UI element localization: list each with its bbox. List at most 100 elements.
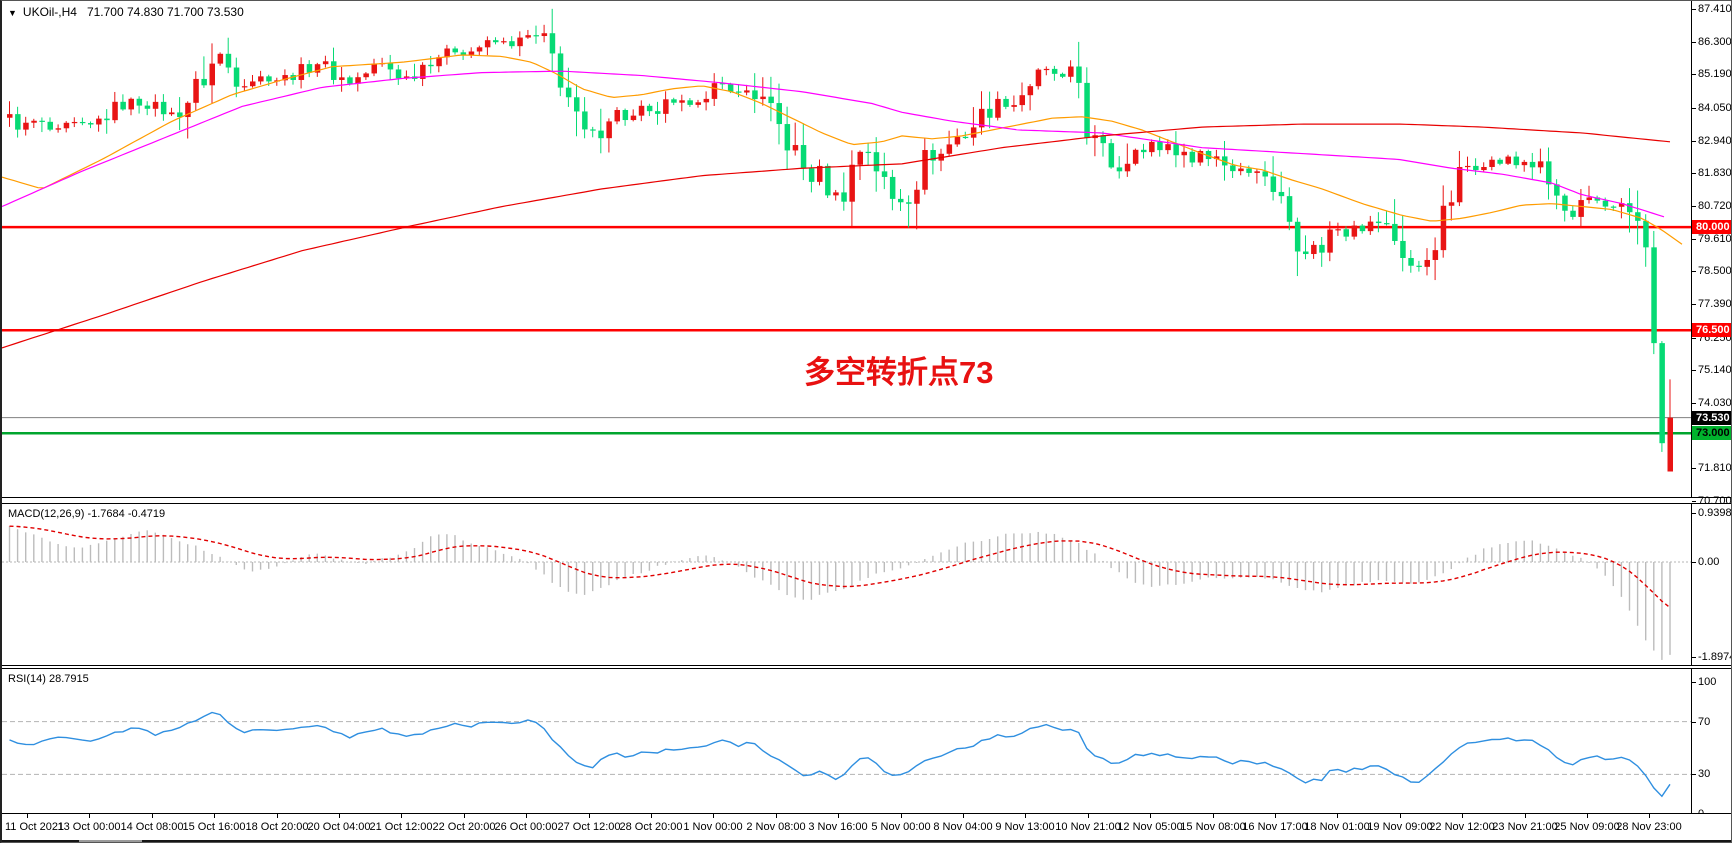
candlestick xyxy=(695,102,701,105)
time-tick-label: 13 Oct 00:00 xyxy=(57,821,121,833)
candlestick xyxy=(1562,195,1568,211)
candlestick xyxy=(1570,210,1576,217)
candlestick xyxy=(1513,156,1520,166)
candlestick xyxy=(1303,251,1309,255)
candlestick xyxy=(23,122,29,130)
candlestick xyxy=(331,61,337,80)
price-badge-76.500[interactable]: 76.500 xyxy=(1692,323,1731,337)
macd-axis-top: 0.9398 xyxy=(1698,507,1732,519)
candlestick xyxy=(1610,206,1617,208)
price-badge-73.530[interactable]: 73.530 xyxy=(1692,411,1731,425)
price-tick-label: 80.720 xyxy=(1698,200,1732,212)
candlestick xyxy=(484,40,491,48)
candlestick xyxy=(679,100,685,103)
candlestick xyxy=(1465,165,1471,168)
candlestick xyxy=(590,129,596,131)
candlestick xyxy=(1068,66,1074,77)
candlestick xyxy=(655,111,661,114)
candlestick xyxy=(79,121,86,124)
candlestick xyxy=(987,108,993,118)
candlestick xyxy=(128,98,134,110)
time-tick-label: 19 Nov 09:00 xyxy=(1367,821,1433,833)
time-axis-tick xyxy=(901,814,902,818)
candlestick xyxy=(1473,165,1479,171)
candlestick xyxy=(1367,221,1374,232)
candlestick xyxy=(825,165,831,196)
time-tick-label: 27 Oct 12:00 xyxy=(557,821,621,833)
candlestick xyxy=(954,136,961,145)
candlestick xyxy=(889,176,896,199)
candlestick xyxy=(1294,221,1301,252)
fast-ma-line xyxy=(2,54,1683,245)
candlestick xyxy=(800,145,807,169)
candlestick xyxy=(1424,259,1430,267)
axis-tick xyxy=(1692,206,1696,207)
axis-tick xyxy=(1692,774,1696,775)
time-tick-label: 28 Nov 23:00 xyxy=(1616,821,1682,833)
candlestick xyxy=(209,63,215,86)
candlestick xyxy=(1181,151,1187,156)
candlestick xyxy=(1246,168,1252,173)
price-badge-80.000[interactable]: 80.000 xyxy=(1692,220,1731,234)
candlestick xyxy=(711,83,718,99)
candlestick xyxy=(31,120,37,123)
candlestick xyxy=(719,83,726,85)
candlestick xyxy=(152,101,159,109)
candlestick xyxy=(663,99,669,114)
candlestick xyxy=(687,100,693,105)
rsi-axis: 10070300 xyxy=(1691,669,1731,820)
candlestick xyxy=(979,108,985,128)
candlestick xyxy=(241,86,248,88)
time-tick-label: 11 Oct 2021 xyxy=(5,821,65,833)
candlestick xyxy=(582,111,588,130)
time-axis-tick xyxy=(713,814,714,818)
axis-tick xyxy=(1692,562,1696,563)
price-badge-73.000[interactable]: 73.000 xyxy=(1692,426,1731,440)
candlestick xyxy=(792,145,799,151)
candlestick xyxy=(962,136,969,139)
candlestick xyxy=(671,99,677,103)
time-axis-tick xyxy=(1150,814,1151,818)
time-axis-tick xyxy=(651,814,652,818)
candlestick xyxy=(606,121,612,139)
candlestick xyxy=(1602,200,1609,207)
time-tick-label: 18 Nov 01:00 xyxy=(1304,821,1370,833)
candlestick xyxy=(1359,225,1366,232)
candlestick xyxy=(104,118,110,121)
price-tick-label: 84.050 xyxy=(1698,102,1732,114)
scrollbar-thumb[interactable] xyxy=(79,840,142,842)
candlestick xyxy=(1627,203,1633,213)
candlestick xyxy=(1043,68,1050,71)
horizontal-scrollbar[interactable] xyxy=(2,840,1731,842)
candlestick xyxy=(1254,171,1260,173)
candlestick xyxy=(1011,105,1017,107)
time-tick-label: 23 Nov 21:00 xyxy=(1492,821,1558,833)
candlestick xyxy=(185,102,191,118)
price-tick-label: 77.390 xyxy=(1698,298,1732,310)
slow-ma-line xyxy=(2,123,1671,349)
candlestick xyxy=(1165,144,1171,151)
rsi-line xyxy=(9,711,1671,798)
candlestick xyxy=(96,118,102,125)
candlestick xyxy=(1132,149,1139,164)
candlestick xyxy=(914,189,920,204)
time-axis-tick xyxy=(1088,814,1089,818)
axis-tick xyxy=(1692,403,1696,404)
time-tick-label: 16 Nov 17:00 xyxy=(1242,821,1308,833)
time-axis-tick xyxy=(464,814,465,818)
candlestick xyxy=(1286,196,1293,222)
candlestick xyxy=(646,105,653,112)
price-tick-label: 78.500 xyxy=(1698,265,1732,277)
candlestick xyxy=(1205,151,1212,160)
candlestick xyxy=(841,192,847,202)
candlestick xyxy=(533,35,539,37)
candlestick xyxy=(744,90,750,93)
candlestick xyxy=(808,168,815,182)
candlestick xyxy=(881,171,888,177)
symbol-dropdown-icon[interactable]: ▼ xyxy=(8,8,17,18)
candlestick xyxy=(784,124,791,151)
price-tick-label: 86.300 xyxy=(1698,36,1732,48)
trend-annotation[interactable]: 多空转折点73 xyxy=(804,355,994,390)
candlestick xyxy=(306,64,313,73)
time-tick-label: 20 Oct 04:00 xyxy=(307,821,371,833)
